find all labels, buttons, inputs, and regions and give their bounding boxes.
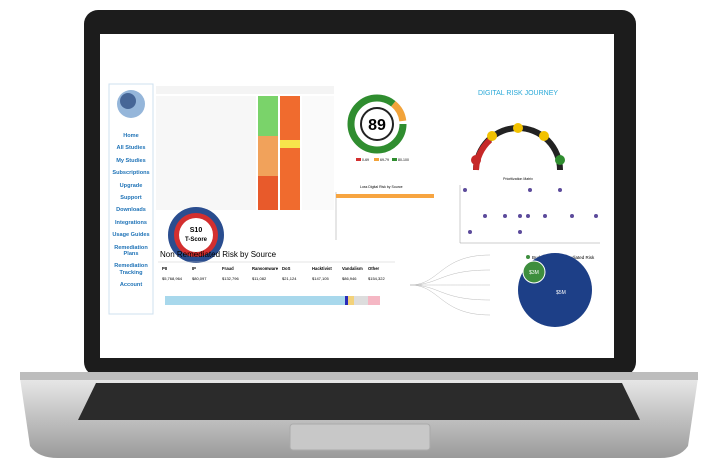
logo [117, 90, 145, 118]
tscore-sub: T-Score [185, 237, 208, 243]
keyboard [78, 383, 640, 420]
risk-title: Non Remediated Risk by Source [160, 250, 277, 259]
menu-item[interactable]: Usage Guides [112, 232, 150, 239]
loss-title: Loss Digital Risk by Source [360, 185, 403, 189]
menu-item[interactable]: Downloads [116, 207, 146, 214]
menu-item[interactable]: Remediation Plans [114, 244, 148, 258]
menu-item[interactable]: My Studies [116, 157, 146, 164]
legend-label: 69-79 [380, 158, 389, 162]
legend-swatch [526, 255, 530, 259]
table-value: $21,124 [282, 276, 297, 281]
legend-swatch [392, 158, 397, 161]
menu-item[interactable]: Support [120, 195, 142, 202]
table-value: $147,105 [312, 276, 329, 281]
menu-item[interactable]: Integrations [114, 219, 147, 226]
menu-item[interactable]: Home [123, 133, 139, 139]
table-header: PII [162, 266, 167, 271]
menu-item[interactable]: Account [119, 282, 143, 289]
remediated-label: $5M [556, 290, 566, 296]
capability-table [156, 86, 334, 210]
stacked-bar [165, 296, 380, 305]
legend-label: Remediated Risk [560, 255, 595, 260]
legend-label: 80-100 [398, 158, 409, 162]
table-header: Hacktivist [312, 266, 332, 271]
legend-label: 0-69 [362, 158, 369, 162]
table-header: DoS [282, 266, 291, 271]
table-header: Ransomware [252, 266, 279, 271]
gauge-score: 89 [368, 117, 386, 134]
tree-diagram [409, 254, 491, 316]
table-header: IP [192, 266, 196, 271]
budget-label: $3M [529, 270, 539, 276]
table-value: $5,768,964 [162, 276, 183, 281]
menu-item[interactable]: Upgrade [119, 182, 143, 189]
table-value: $80,097 [192, 276, 207, 281]
menu-item[interactable]: All Studies [116, 145, 146, 152]
table-header: Fraud [222, 266, 234, 271]
table-value: $11,082 [252, 276, 267, 281]
menu-item[interactable]: Remediation Tracking [114, 263, 148, 276]
table-header: Vandalism [342, 266, 363, 271]
sidebar-frame [108, 83, 154, 315]
menu-item[interactable]: Subscriptions [112, 170, 150, 177]
table-value: $154,322 [368, 276, 385, 281]
journey-arc [471, 123, 565, 171]
legend-swatch [356, 158, 361, 161]
trackpad [289, 423, 431, 451]
budget-bubble [522, 260, 546, 284]
table-header: Other [368, 266, 380, 271]
legend-swatch [374, 158, 379, 161]
loss-chart [335, 192, 434, 240]
hinge [20, 372, 698, 380]
sidebar-menu: Home All Studies My Studies Subscriptions Up… [110, 133, 152, 295]
tscore-badge [168, 207, 224, 263]
journey-title: DIGITAL RISK JOURNEY [478, 90, 558, 97]
gauge [347, 94, 407, 154]
matrix-chart [459, 185, 600, 244]
tscore-label: S10 [190, 227, 203, 234]
table-value: $86,946 [342, 276, 357, 281]
table-value: $132,796 [222, 276, 239, 281]
matrix-title: Prioritization Matrix [503, 177, 533, 181]
